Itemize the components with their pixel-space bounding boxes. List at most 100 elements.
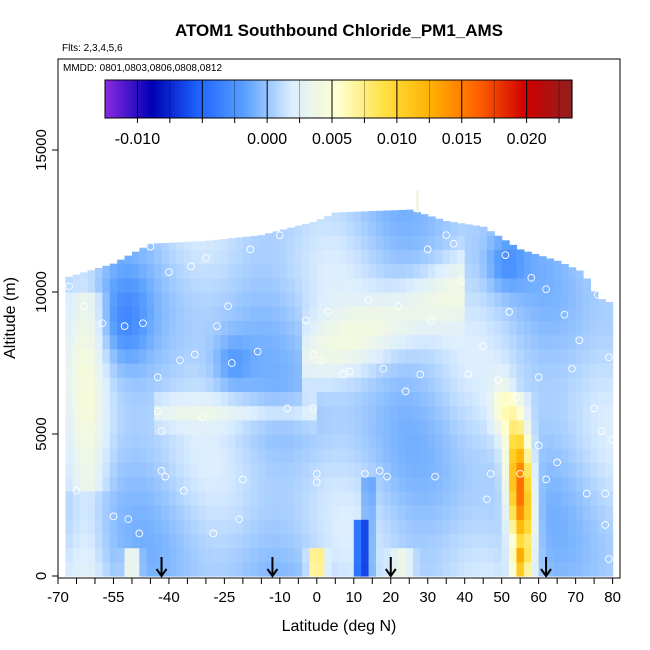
heatmap-cell xyxy=(294,561,303,577)
heatmap-cell xyxy=(87,434,96,449)
heatmap-cell xyxy=(80,405,89,421)
heatmap-cell xyxy=(435,419,444,435)
colorbar-segment xyxy=(546,80,550,118)
colorbar-segment xyxy=(342,80,346,118)
heatmap-cell xyxy=(449,419,458,435)
flights-subtitle: Flts: 2,3,4,5,6 xyxy=(62,43,123,54)
heatmap-cell xyxy=(302,377,311,392)
colorbar-segment xyxy=(213,80,216,118)
heatmap-cell xyxy=(146,519,155,534)
heatmap-cell xyxy=(72,505,81,520)
sample-point xyxy=(157,467,166,475)
heatmap-cell xyxy=(139,561,148,577)
heatmap-cell xyxy=(131,334,140,350)
heatmap-cell xyxy=(279,462,288,478)
heatmap-cell xyxy=(442,277,451,293)
heatmap-cell xyxy=(368,306,377,321)
heatmap-cell xyxy=(168,448,177,463)
heatmap-cell xyxy=(346,292,355,307)
heatmap-cell xyxy=(546,363,555,378)
heatmap-cell xyxy=(560,448,569,463)
x-tick-label: 50 xyxy=(493,589,510,606)
heatmap-cell xyxy=(523,348,532,364)
heatmap-cell xyxy=(250,519,259,534)
heatmap-cell xyxy=(590,533,599,549)
heatmap-cell xyxy=(324,462,333,478)
heatmap-cell xyxy=(102,334,111,350)
heatmap-cell xyxy=(94,267,103,279)
colorbar-segment xyxy=(491,80,495,118)
colorbar-segment xyxy=(383,80,386,118)
heatmap-cell xyxy=(228,476,237,492)
heatmap-cell xyxy=(287,419,296,435)
heatmap-cell xyxy=(324,320,333,336)
heatmap-cell xyxy=(435,476,444,492)
heatmap-cell xyxy=(590,434,599,449)
heatmap-cell xyxy=(398,263,407,279)
colorbar-segment xyxy=(172,80,176,118)
heatmap-cell xyxy=(346,263,355,279)
sample-point xyxy=(312,478,321,487)
heatmap-cell xyxy=(368,292,377,307)
heatmap-cell xyxy=(575,505,584,520)
colorbar-segment xyxy=(181,80,185,118)
heatmap-cell xyxy=(464,377,473,392)
heatmap-cell xyxy=(72,277,81,293)
heatmap-cell xyxy=(287,391,296,407)
heatmap-cell xyxy=(139,306,148,321)
colorbar-segment xyxy=(170,80,174,118)
heatmap-cell xyxy=(168,391,177,407)
heatmap-cell xyxy=(420,249,429,265)
heatmap-cell xyxy=(168,533,177,549)
heatmap-cell xyxy=(287,434,296,449)
heatmap-cell xyxy=(605,462,614,478)
heatmap-cell xyxy=(80,561,89,577)
heatmap-cell xyxy=(146,292,155,307)
heatmap-cell xyxy=(590,320,599,336)
heatmap-cell xyxy=(146,448,155,463)
heatmap-cell xyxy=(302,363,311,378)
heatmap-cell xyxy=(449,434,458,449)
heatmap-cell xyxy=(257,490,266,506)
heatmap-cell xyxy=(516,434,525,449)
sample-point xyxy=(157,427,166,436)
heatmap-cell xyxy=(109,519,118,534)
heatmap-cell xyxy=(65,276,74,279)
heatmap-cell xyxy=(228,363,237,378)
heatmap-cell xyxy=(509,419,518,435)
heatmap-cell xyxy=(117,561,126,577)
heatmap-cell xyxy=(531,277,540,293)
heatmap-cell xyxy=(553,306,562,321)
heatmap-cell xyxy=(191,490,200,506)
chart-title: ATOM1 Southbound Chloride_PM1_AMS xyxy=(175,21,503,40)
heatmap-cell xyxy=(390,221,399,236)
colorbar-segment xyxy=(406,80,410,118)
heatmap-cell xyxy=(435,292,444,307)
heatmap-cell xyxy=(346,434,355,449)
colorbar-segment xyxy=(111,80,115,118)
colorbar-segment xyxy=(130,80,134,118)
heatmap-cell xyxy=(176,505,185,520)
heatmap-cell xyxy=(302,306,311,321)
heatmap-cell xyxy=(235,249,244,265)
heatmap-cell xyxy=(168,419,177,435)
heatmap-cell xyxy=(87,334,96,350)
heatmap-cell xyxy=(94,519,103,534)
colorbar-tick-label: 0.010 xyxy=(377,131,417,148)
heatmap-cell xyxy=(272,306,281,321)
heatmap-cell xyxy=(272,263,281,279)
heatmap-cell xyxy=(279,348,288,364)
heatmap-cell xyxy=(198,476,207,492)
heatmap-cell xyxy=(464,224,473,236)
colorbar-segment xyxy=(478,80,482,118)
heatmap-cell xyxy=(531,377,540,392)
heatmap-cell xyxy=(250,249,259,265)
heatmap-cell xyxy=(287,476,296,492)
heatmap-cell xyxy=(257,505,266,520)
heatmap-cell xyxy=(523,377,532,392)
heatmap-cell xyxy=(331,462,340,478)
heatmap-cell xyxy=(154,377,163,392)
heatmap-cell xyxy=(405,235,414,250)
colorbar-segment xyxy=(438,80,441,118)
